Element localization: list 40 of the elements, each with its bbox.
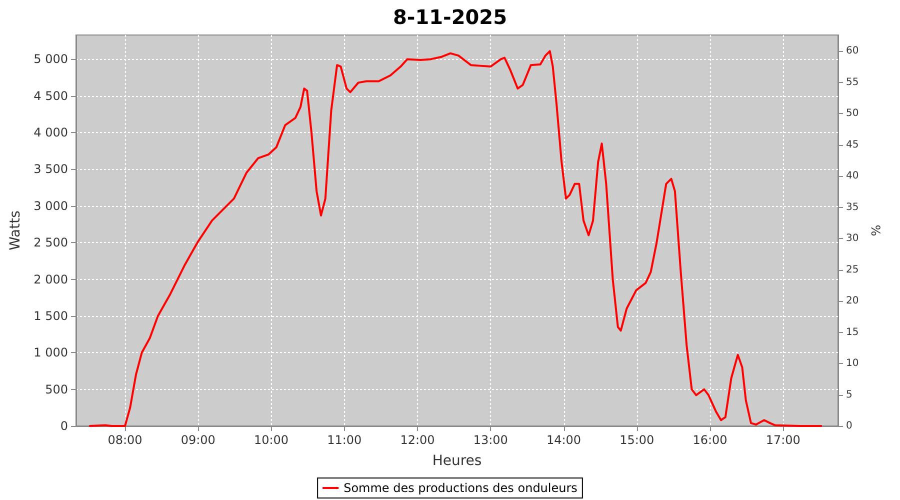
y-tick-label: 0 xyxy=(60,419,68,433)
y2-tick-label: 0 xyxy=(846,420,852,432)
y2-tick-label: 25 xyxy=(846,264,859,276)
x-tick-label: 12:00 xyxy=(400,433,435,447)
y2-tick-label: 10 xyxy=(846,358,859,370)
x-tick-label: 14:00 xyxy=(546,433,582,447)
y-tick-label: 4 500 xyxy=(34,88,68,103)
y2-tick-label: 50 xyxy=(846,108,859,120)
y-tick-label: 5 000 xyxy=(34,52,68,66)
y-tick-label: 4 000 xyxy=(34,126,68,140)
x-tick-label: 10:00 xyxy=(254,433,289,447)
y-tick-label: 2 000 xyxy=(34,272,68,286)
y-tick-label: 1 000 xyxy=(34,346,68,360)
y2-axis-title: % xyxy=(868,224,883,236)
y2-tick-label: 5 xyxy=(846,389,852,400)
x-tick-label: 16:00 xyxy=(692,433,728,447)
x-axis-title: Heures xyxy=(432,453,482,469)
x-tick-label: 11:00 xyxy=(327,433,362,447)
x-tick-label: 13:00 xyxy=(473,433,508,447)
x-tick-label: 08:00 xyxy=(108,433,142,447)
y2-tick-label: 20 xyxy=(846,296,859,307)
y2-tick-label: 35 xyxy=(846,202,859,213)
y2-tick-label: 55 xyxy=(846,76,859,88)
x-tick-label: 17:00 xyxy=(766,433,800,447)
chart-title: 8-11-2025 xyxy=(392,5,508,29)
line-series xyxy=(88,50,823,427)
y2-tick-label: 15 xyxy=(846,326,859,338)
y-tick-label: 1 500 xyxy=(34,308,68,323)
y-axis-title: Watts xyxy=(8,210,24,250)
x-tick-label: 09:00 xyxy=(180,433,216,447)
y-tick-label: 2 500 xyxy=(34,236,68,250)
y-tick-label: 3 500 xyxy=(34,162,68,176)
y2-tick-label: 45 xyxy=(846,139,859,150)
x-tick-label: 15:00 xyxy=(620,433,654,447)
y2-tick-label: 60 xyxy=(846,46,859,57)
y2-tick-label: 30 xyxy=(846,233,859,244)
y-tick-label: 3 000 xyxy=(34,198,68,213)
y-tick-label: 500 xyxy=(45,382,68,396)
y2-tick-label: 40 xyxy=(846,170,859,182)
legend-label: Somme des productions des onduleurs xyxy=(344,481,578,495)
